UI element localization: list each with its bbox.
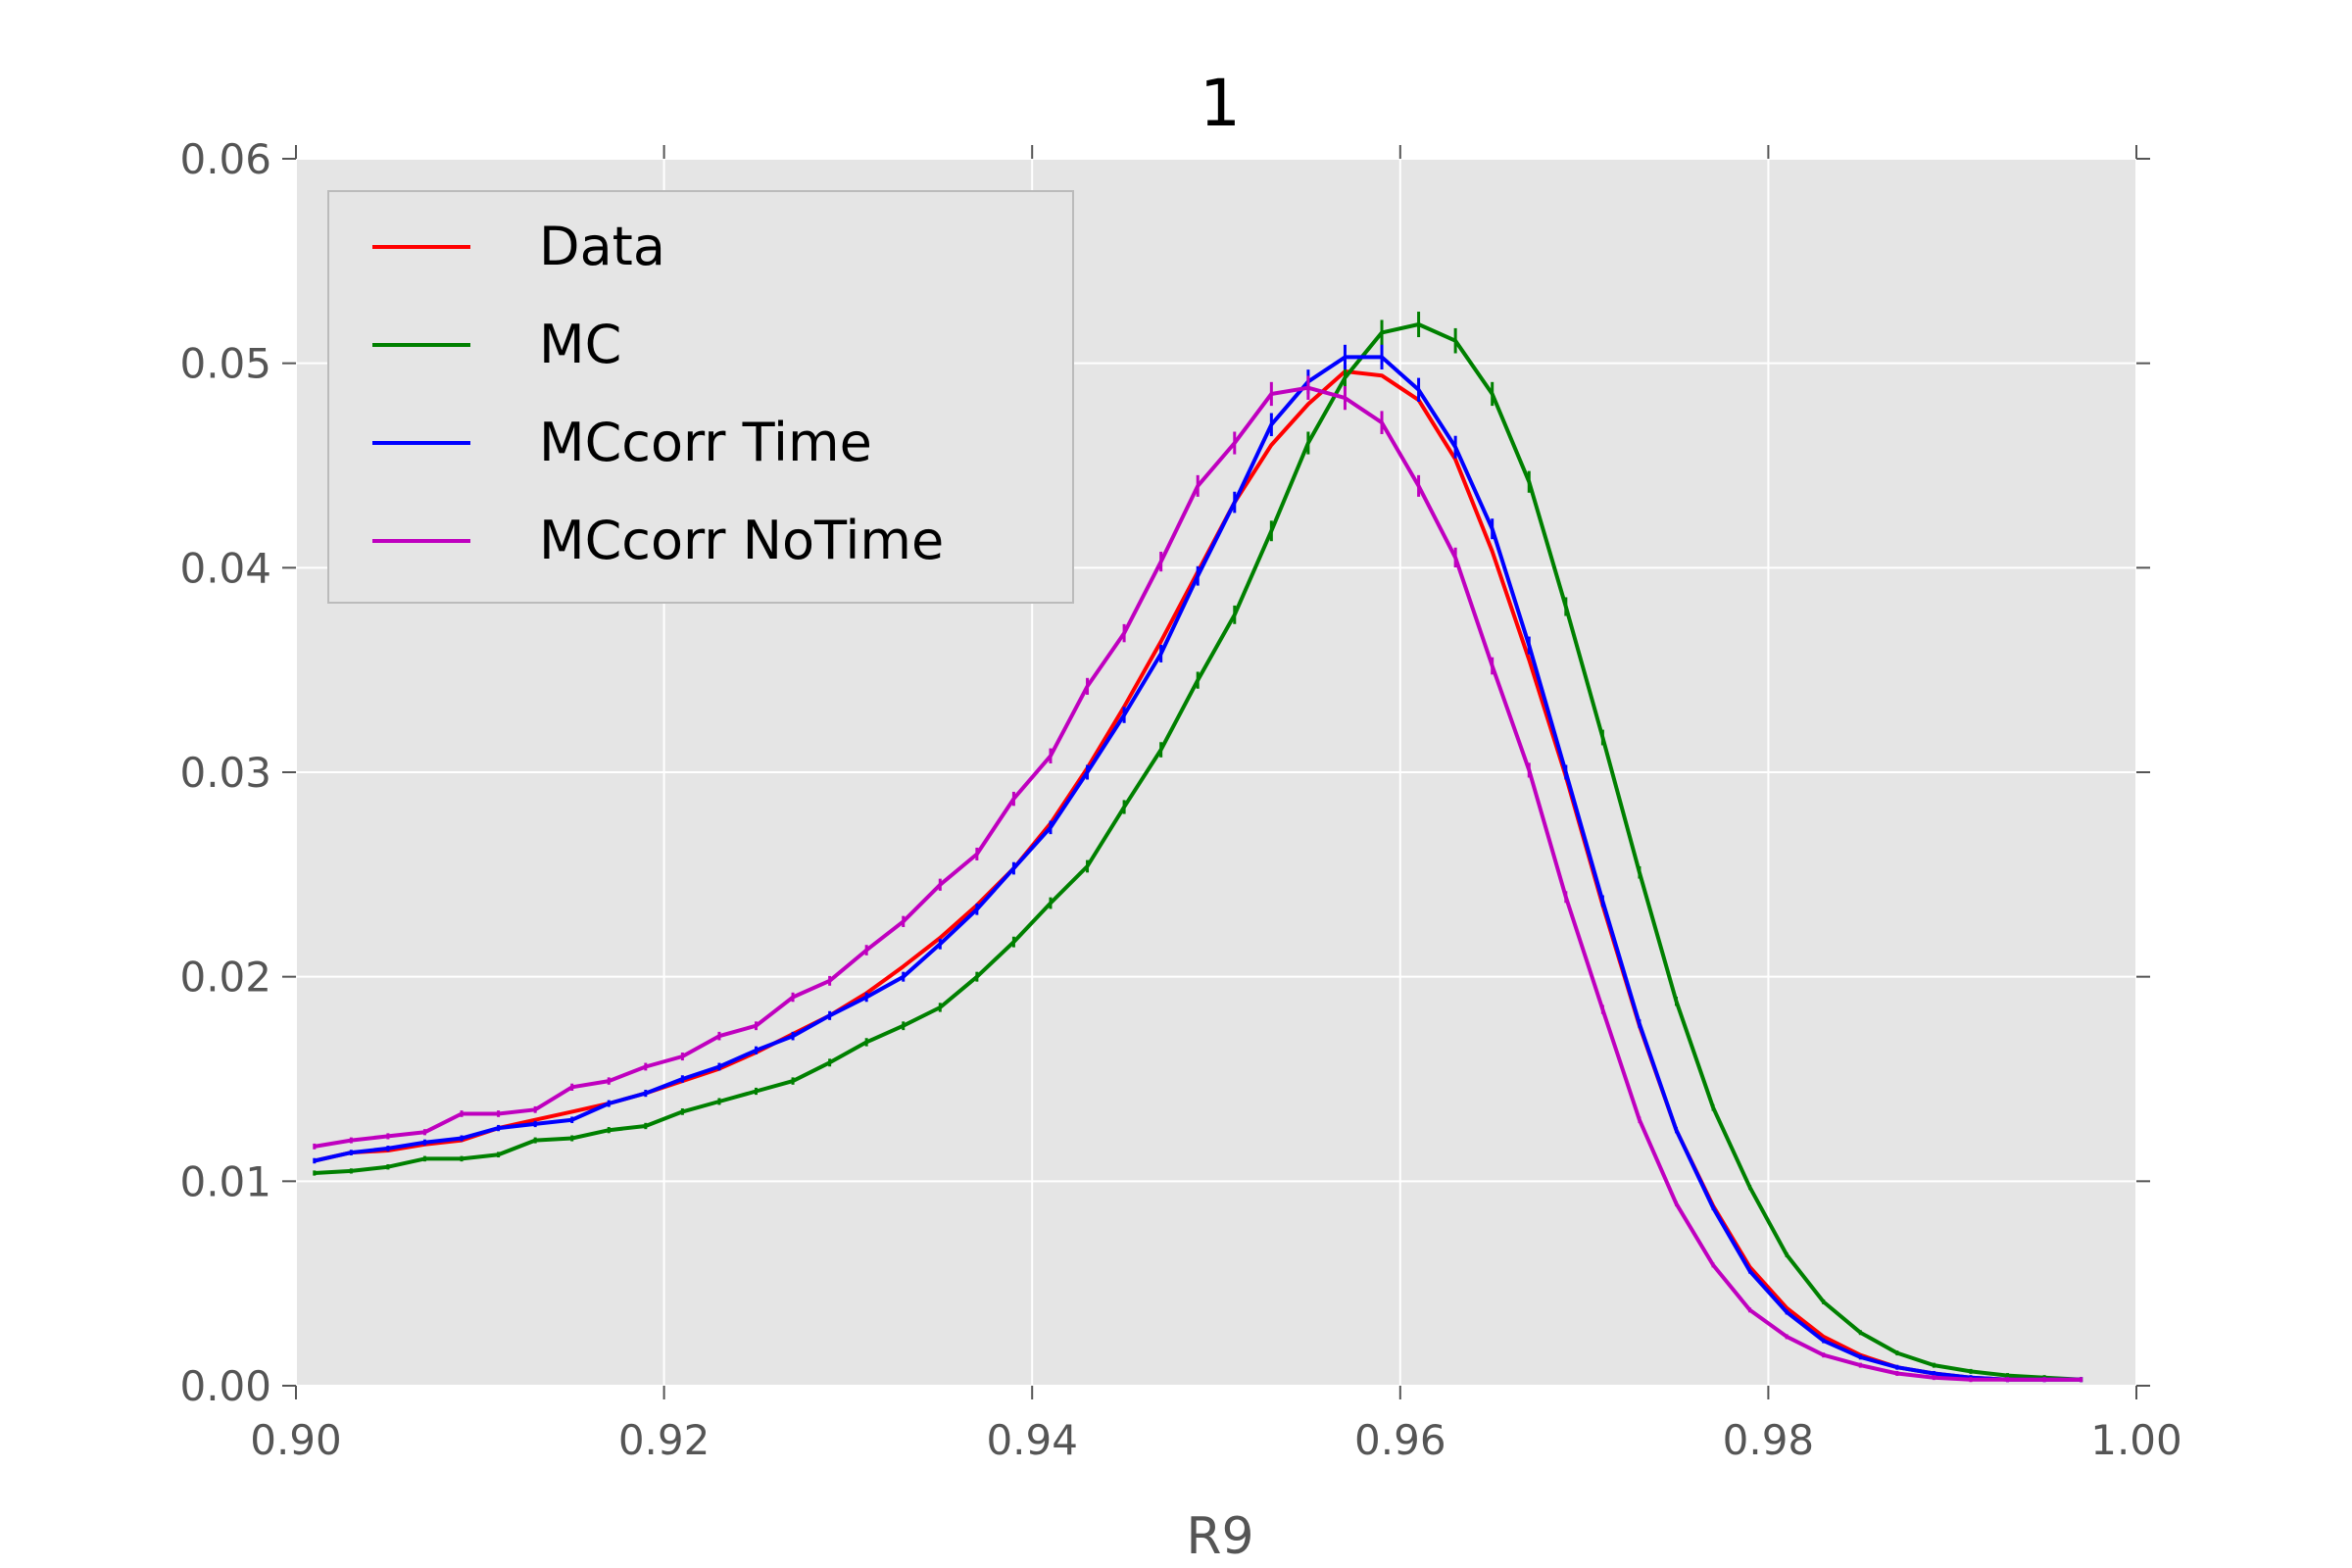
legend-label-mccorr-notime: MCcorr NoTime [539, 510, 944, 571]
y-tick-label: 0.04 [179, 544, 271, 592]
x-tick-label: 0.94 [986, 1416, 1078, 1464]
legend-label-data: Data [539, 216, 665, 277]
x-tick-label: 0.98 [1723, 1416, 1815, 1464]
axis-ticks: 0.90 0.92 0.94 0.96 0.98 1.00 0.00 0.01 0.02 0.03… [179, 135, 2181, 1464]
y-tick-label: 0.06 [179, 135, 271, 183]
legend: Data MC MCcorr Time MCcorr NoTime [327, 190, 1074, 604]
y-tick-label: 0.02 [179, 954, 271, 1002]
legend-box [327, 190, 1074, 604]
x-tick-label: 1.00 [2090, 1416, 2182, 1464]
y-tick-label: 0.03 [179, 749, 271, 797]
x-tick-label: 0.92 [618, 1416, 710, 1464]
series-layer [313, 312, 2083, 1383]
y-tick-label: 0.00 [179, 1362, 271, 1410]
x-axis-label: R9 [1186, 1507, 1253, 1566]
legend-label-mc: MC [539, 314, 621, 375]
x-tick-label: 0.90 [250, 1416, 342, 1464]
y-tick-label: 0.01 [179, 1157, 271, 1205]
y-tick-label: 0.05 [179, 340, 271, 388]
legend-label-mccorr-time: MCcorr Time [539, 412, 872, 473]
x-tick-label: 0.96 [1354, 1416, 1446, 1464]
series-mccorr-notime [313, 375, 2083, 1383]
chart-title: 1 [1200, 66, 1241, 141]
